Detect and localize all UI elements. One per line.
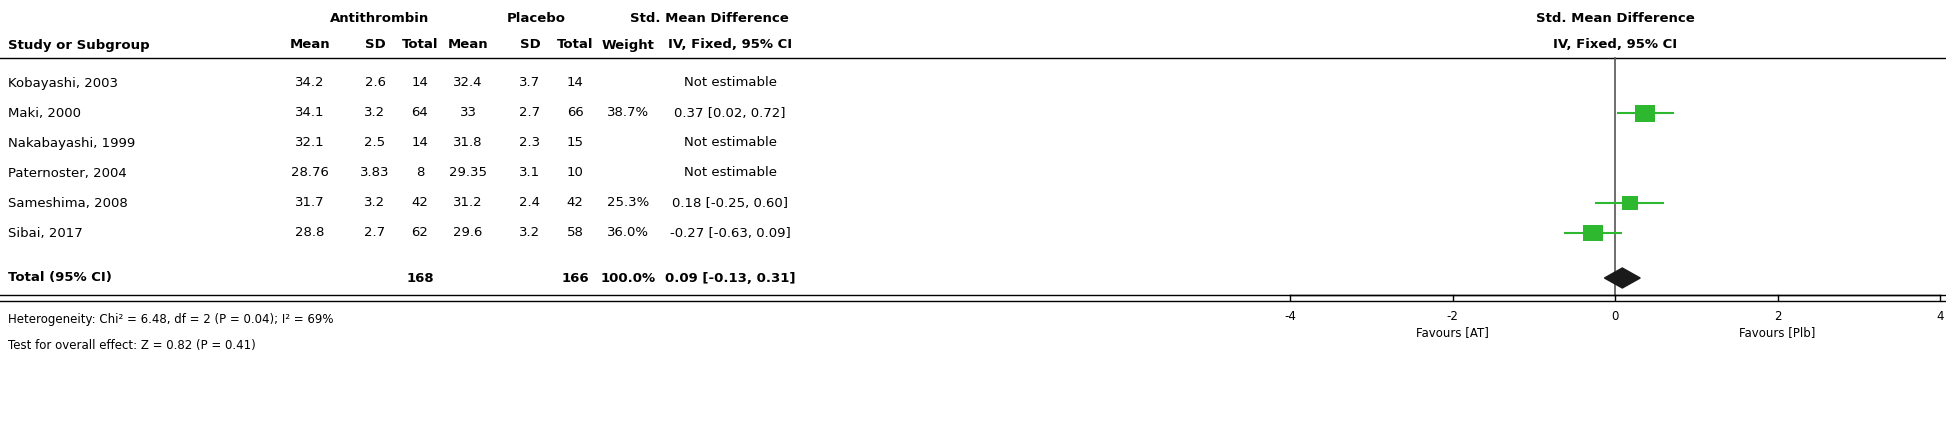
Text: 166: 166 [560,271,590,284]
Text: 14: 14 [411,137,428,150]
Text: -4: -4 [1284,310,1296,323]
Text: 3.2: 3.2 [364,106,385,120]
Text: 33: 33 [459,106,477,120]
Text: 64: 64 [413,106,428,120]
Bar [1584,225,1604,241]
Text: 29.6: 29.6 [453,227,483,239]
Text: 3.7: 3.7 [520,77,541,89]
Text: 3.1: 3.1 [520,166,541,179]
Text: 38.7%: 38.7% [607,106,650,120]
Text: 42: 42 [411,197,428,210]
Text: 2.7: 2.7 [364,227,385,239]
Text: 0.18 [-0.25, 0.60]: 0.18 [-0.25, 0.60] [671,197,788,210]
Text: Favours [AT]: Favours [AT] [1417,326,1489,339]
Text: Sibai, 2017: Sibai, 2017 [8,227,84,239]
Text: 2.6: 2.6 [364,77,385,89]
Text: 31.8: 31.8 [453,137,483,150]
Text: Mean: Mean [290,39,331,52]
Text: Placebo: Placebo [508,12,566,24]
Text: 4: 4 [1936,310,1944,323]
Text: 3.83: 3.83 [360,166,389,179]
Text: 2.5: 2.5 [364,137,385,150]
Text: SD: SD [520,39,541,52]
Text: Nakabayashi, 1999: Nakabayashi, 1999 [8,137,136,150]
Text: 28.8: 28.8 [296,227,325,239]
Text: Std. Mean Difference: Std. Mean Difference [1535,12,1695,24]
Text: IV, Fixed, 95% CI: IV, Fixed, 95% CI [667,39,792,52]
Text: 15: 15 [566,137,584,150]
Text: 29.35: 29.35 [450,166,486,179]
Text: Not estimable: Not estimable [683,77,776,89]
Text: 28.76: 28.76 [292,166,329,179]
Text: Favours [Plb]: Favours [Plb] [1740,326,1816,339]
Text: 3.2: 3.2 [364,197,385,210]
Text: 3.2: 3.2 [520,227,541,239]
Polygon shape [1604,268,1640,288]
Text: Paternoster, 2004: Paternoster, 2004 [8,166,126,179]
Text: 42: 42 [566,197,584,210]
Text: 2.4: 2.4 [520,197,541,210]
Text: 14: 14 [566,77,584,89]
Text: Not estimable: Not estimable [683,166,776,179]
Text: -2: -2 [1446,310,1458,323]
Text: 14: 14 [411,77,428,89]
Text: 62: 62 [411,227,428,239]
Text: Antithrombin: Antithrombin [331,12,430,24]
Text: Maki, 2000: Maki, 2000 [8,106,82,120]
Text: 66: 66 [566,106,584,120]
Text: -0.27 [-0.63, 0.09]: -0.27 [-0.63, 0.09] [669,227,790,239]
Text: 8: 8 [416,166,424,179]
Text: Kobayashi, 2003: Kobayashi, 2003 [8,77,119,89]
Text: Sameshima, 2008: Sameshima, 2008 [8,197,128,210]
Text: IV, Fixed, 95% CI: IV, Fixed, 95% CI [1553,39,1677,52]
Text: 168: 168 [407,271,434,284]
Text: Study or Subgroup: Study or Subgroup [8,39,150,52]
Text: 25.3%: 25.3% [607,197,650,210]
Text: 32.4: 32.4 [453,77,483,89]
Text: Heterogeneity: Chi² = 6.48, df = 2 (P = 0.04); I² = 69%: Heterogeneity: Chi² = 6.48, df = 2 (P = … [8,313,333,327]
Text: 10: 10 [566,166,584,179]
Text: Total: Total [557,39,594,52]
Text: 31.2: 31.2 [453,197,483,210]
Text: 36.0%: 36.0% [607,227,650,239]
Text: 100.0%: 100.0% [601,271,656,284]
Bar [1635,105,1654,121]
Text: Test for overall effect: Z = 0.82 (P = 0.41): Test for overall effect: Z = 0.82 (P = 0… [8,339,255,352]
Text: Total: Total [401,39,438,52]
Text: SD: SD [364,39,385,52]
Text: 34.1: 34.1 [296,106,325,120]
Bar [1621,196,1639,210]
Text: 32.1: 32.1 [296,137,325,150]
Text: 0.09 [-0.13, 0.31]: 0.09 [-0.13, 0.31] [666,271,796,284]
Text: 0.37 [0.02, 0.72]: 0.37 [0.02, 0.72] [673,106,786,120]
Text: 2.3: 2.3 [520,137,541,150]
Text: Weight: Weight [601,39,654,52]
Text: Std. Mean Difference: Std. Mean Difference [631,12,788,24]
Text: 2: 2 [1773,310,1781,323]
Text: 0: 0 [1611,310,1619,323]
Text: 31.7: 31.7 [296,197,325,210]
Text: 2.7: 2.7 [520,106,541,120]
Text: Not estimable: Not estimable [683,137,776,150]
Text: 34.2: 34.2 [296,77,325,89]
Text: Total (95% CI): Total (95% CI) [8,271,111,284]
Text: 58: 58 [566,227,584,239]
Text: Mean: Mean [448,39,488,52]
